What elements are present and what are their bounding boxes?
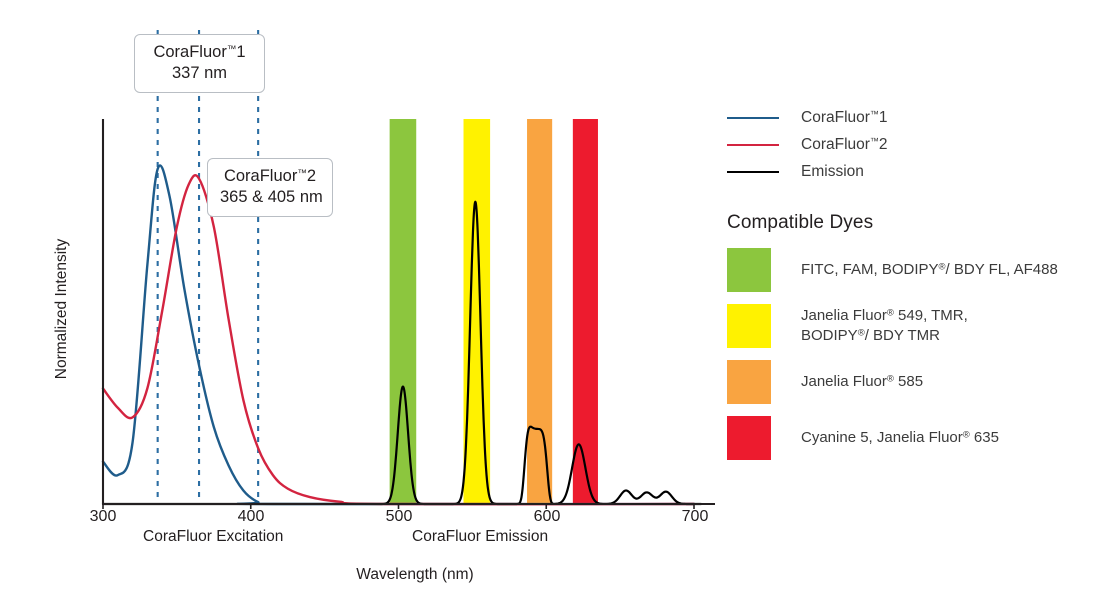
- x-tick-label-400: 400: [237, 508, 265, 525]
- excitation-range-label: CoraFluor Excitation: [143, 528, 284, 545]
- dye-label: Cyanine 5, Janelia Fluor® 635: [801, 428, 999, 448]
- dye-label-text: BODIPY: [801, 327, 858, 344]
- legend-label-corafluor2: CoraFluor™2: [801, 136, 888, 154]
- x-axis-title: Wavelength (nm): [356, 566, 474, 583]
- registered-symbol: ®: [962, 429, 970, 441]
- dye-label-text: / BDY FL, AF488: [945, 260, 1058, 278]
- dye-label-text: 585: [893, 372, 924, 390]
- trademark-symbol: ™: [869, 108, 879, 119]
- dye-label: FITC, FAM, BODIPY®/ BDY FL, AF488: [801, 260, 1058, 280]
- legend-label-corafluor1: CoraFluor™1: [801, 109, 888, 127]
- series-legend: CoraFluor™1 CoraFluor™2 Emission: [727, 104, 1097, 185]
- spectra-plot: [101, 30, 715, 509]
- legend-panel: CoraFluor™1 CoraFluor™2 Emission Compati…: [727, 104, 1097, 472]
- dye-label-line1: Cyanine 5, Janelia Fluor® 635: [801, 428, 999, 448]
- registered-symbol: ®: [886, 306, 894, 318]
- callout-cf1-line1: CoraFluor™1: [153, 43, 245, 61]
- dye-label: Janelia Fluor® 549, TMR, BODIPY®/ BDY TMR: [801, 306, 968, 347]
- plot-axes: [101, 119, 715, 509]
- orange-band: [527, 119, 553, 504]
- callout-cf1-line2: 337 nm: [171, 64, 228, 83]
- legend-item-emission: Emission: [727, 158, 1097, 185]
- callout-cf2-name: CoraFluor: [223, 167, 298, 185]
- dye-row: Cyanine 5, Janelia Fluor® 635: [727, 416, 1097, 460]
- dye-row: Janelia Fluor® 549, TMR, BODIPY®/ BDY TMR: [727, 304, 1097, 348]
- dye-color-swatch: [727, 248, 771, 292]
- dye-row: Janelia Fluor® 585: [727, 360, 1097, 404]
- callout-corafluor1: CoraFluor™1 337 nm: [134, 34, 265, 94]
- legend-label-number: 1: [878, 108, 888, 126]
- dye-label-line1: Janelia Fluor® 549, TMR,: [801, 306, 968, 326]
- legend-item-corafluor1: CoraFluor™1: [727, 104, 1097, 131]
- callout-cf2-line2: 365 & 405 nm: [220, 188, 323, 207]
- dye-color-swatch: [727, 304, 771, 348]
- legend-label-text: Emission: [801, 162, 864, 180]
- legend-line-swatch-corafluor1: [727, 116, 779, 119]
- x-tick-label-700: 700: [681, 508, 709, 525]
- dye-label-text: Janelia Fluor: [801, 372, 887, 390]
- dye-color-swatch: [727, 360, 771, 404]
- legend-label-number: 2: [878, 135, 888, 153]
- callout-cf1-name: CoraFluor: [153, 43, 227, 61]
- callout-cf1-number: 1: [236, 43, 246, 61]
- y-axis-title: Normalized Intensity: [53, 238, 70, 380]
- yellow-band: [463, 119, 491, 504]
- callout-cf2-number: 2: [306, 167, 317, 185]
- emission-range-label: CoraFluor Emission: [412, 528, 549, 545]
- callout-corafluor2: CoraFluor™2 365 & 405 nm: [207, 158, 333, 218]
- dye-label-text: Cyanine 5, Janelia Fluor: [801, 428, 963, 446]
- compatible-dye-bands: [389, 119, 598, 504]
- dye-label-text: / BDY TMR: [864, 327, 940, 344]
- dye-label-text: Janelia Fluor: [801, 306, 887, 324]
- red-band: [572, 119, 598, 504]
- dye-row: FITC, FAM, BODIPY®/ BDY FL, AF488: [727, 248, 1097, 292]
- x-tick-label-600: 600: [533, 508, 561, 525]
- trademark-symbol: ™: [226, 44, 237, 56]
- dye-label-line2: BODIPY®/ BDY TMR: [801, 326, 968, 346]
- x-tick-label-500: 500: [385, 508, 413, 525]
- legend-label-emission: Emission: [801, 163, 864, 181]
- trademark-symbol: ™: [297, 168, 307, 180]
- dye-label-text: 549, TMR,: [893, 306, 968, 324]
- dye-label-line1: Janelia Fluor® 585: [801, 372, 923, 392]
- dye-label-text: 635: [969, 428, 999, 446]
- registered-symbol: ®: [886, 373, 894, 385]
- legend-line-swatch-emission: [727, 170, 779, 173]
- dye-label-line1: FITC, FAM, BODIPY®/ BDY FL, AF488: [801, 260, 1058, 280]
- legend-label-text: CoraFluor: [801, 135, 870, 153]
- dye-label: Janelia Fluor® 585: [801, 372, 923, 392]
- green-band: [389, 119, 417, 504]
- compatible-dyes-title: Compatible Dyes: [727, 212, 874, 233]
- callout-cf2-line1: CoraFluor™2: [224, 167, 316, 185]
- trademark-symbol: ™: [869, 135, 879, 146]
- legend-item-corafluor2: CoraFluor™2: [727, 131, 1097, 158]
- compatible-dyes-list: FITC, FAM, BODIPY®/ BDY FL, AF488 Janelia…: [727, 248, 1097, 460]
- dye-color-swatch: [727, 416, 771, 460]
- dye-label-text: FITC, FAM, BODIPY: [801, 260, 939, 278]
- curve-corafluor2: [101, 174, 696, 506]
- registered-symbol: ®: [938, 261, 946, 273]
- legend-label-text: CoraFluor: [801, 108, 870, 126]
- legend-line-swatch-corafluor2: [727, 143, 779, 146]
- registered-symbol: ®: [857, 327, 865, 339]
- excitation-marker-lines: [156, 30, 260, 504]
- x-axis-ticks: [102, 504, 695, 509]
- x-tick-label-300: 300: [89, 508, 117, 525]
